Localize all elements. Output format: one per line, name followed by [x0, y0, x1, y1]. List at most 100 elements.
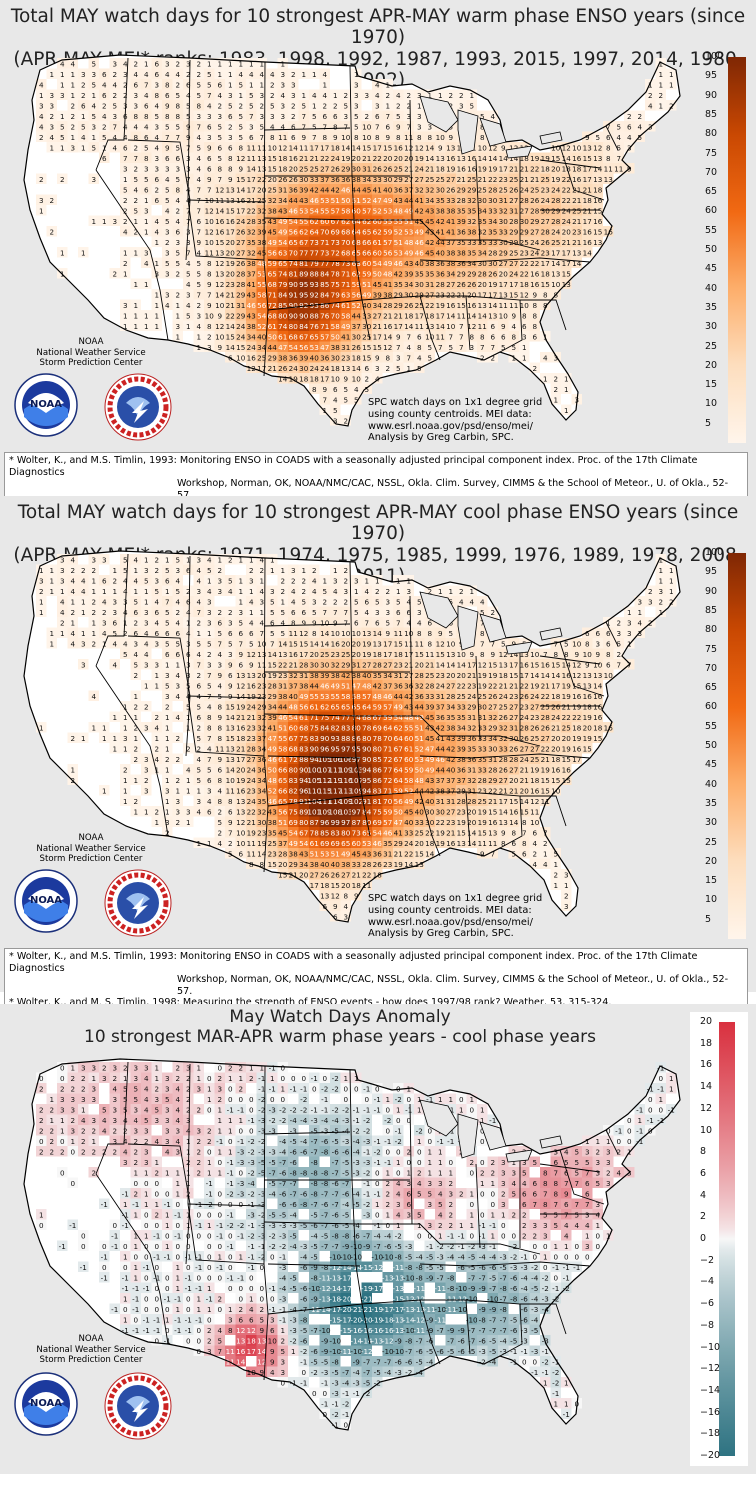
grid-value: 4 — [196, 322, 201, 331]
grid-cell — [246, 352, 257, 363]
grid-value: 8 — [312, 385, 317, 394]
grid-value: 49 — [394, 702, 404, 711]
grid-value: 11 — [499, 301, 508, 310]
grid-cell — [36, 596, 47, 607]
grid-cell — [141, 163, 152, 174]
grid-cell — [141, 194, 152, 205]
grid-cell — [99, 142, 110, 153]
grid-cell — [225, 89, 236, 100]
grid-value: 17 — [236, 206, 245, 215]
grid-value: 6 — [228, 629, 233, 638]
grid-value: 42 — [425, 786, 434, 795]
grid-value: 1 — [606, 618, 611, 627]
grid-cell — [540, 152, 551, 163]
grid-value: 1 — [154, 311, 159, 320]
grid-value: 3 — [658, 587, 663, 596]
grid-cell — [666, 100, 677, 111]
grid-cell — [435, 215, 446, 226]
grid-value: 4 — [175, 618, 180, 627]
grid-value: 33 — [362, 311, 371, 320]
grid-cell — [277, 617, 288, 628]
grid-value: 1 — [669, 566, 674, 575]
grid-cell — [298, 659, 309, 670]
grid-value: 10 — [593, 660, 603, 669]
grid-value: 9 — [228, 175, 233, 184]
grid-value: 1 — [165, 660, 170, 669]
grid-value: 26 — [551, 702, 561, 711]
grid-value: 49 — [415, 713, 425, 722]
grid-value: 51 — [394, 238, 403, 247]
grid-value: 38 — [289, 849, 299, 858]
grid-value: 8 — [606, 650, 611, 659]
grid-cell — [645, 585, 656, 596]
grid-cell — [382, 215, 393, 226]
grid-value: 28 — [478, 776, 488, 785]
grid-value: 4 — [375, 91, 380, 100]
grid-value: 20 — [446, 671, 456, 680]
grid-value: 32 — [268, 196, 277, 205]
grid-value: 10 — [551, 143, 561, 152]
grid-value: 3 — [60, 555, 65, 564]
grid-value: 3 — [112, 217, 117, 226]
grid-cell — [613, 648, 624, 659]
grid-cell — [298, 299, 309, 310]
grid-value: 1 — [564, 406, 569, 415]
grid-cell — [309, 68, 320, 79]
grid-value: 12 — [383, 343, 392, 352]
grid-value: 5 — [228, 101, 233, 110]
grid-value: 2 — [175, 290, 180, 299]
grid-cell — [351, 226, 362, 237]
grid-value: 2 — [333, 597, 338, 606]
grid-cell — [162, 606, 173, 617]
grid-cell — [340, 331, 351, 342]
grid-cell — [214, 617, 225, 628]
grid-cell — [183, 617, 194, 628]
grid-value: 3 — [207, 133, 212, 142]
grid-cell — [351, 596, 362, 607]
grid-value: 4 — [354, 385, 359, 394]
grid-value: 63 — [278, 248, 287, 257]
grid-cell — [183, 310, 194, 321]
grid-value: 26 — [499, 765, 509, 774]
grid-cell — [162, 236, 173, 247]
grid-cell — [414, 205, 425, 216]
grid-cell — [288, 247, 299, 258]
grid-value: 18 — [352, 353, 362, 362]
grid-cell — [130, 554, 141, 565]
grid-value: 12 — [562, 143, 571, 152]
grid-value: 4 — [39, 122, 44, 131]
grid-value: 14 — [436, 660, 446, 669]
grid-value: 27 — [383, 660, 392, 669]
grid-cell — [498, 648, 509, 659]
grid-value: 19 — [551, 175, 561, 184]
grid-value: 7 — [480, 618, 485, 627]
grid-cell — [340, 648, 351, 659]
grid-cell — [351, 289, 362, 300]
grid-value: 8 — [480, 122, 485, 131]
grid-value: 1 — [196, 786, 201, 795]
grid-value: 2 — [186, 70, 191, 79]
grid-cell — [382, 638, 393, 649]
grid-cell — [466, 194, 477, 205]
grid-cell — [162, 268, 173, 279]
grid-value: 6 — [291, 133, 296, 142]
grid-cell — [361, 268, 372, 279]
grid-cell — [225, 617, 236, 628]
grid-cell — [456, 278, 467, 289]
grid-cell — [141, 648, 152, 659]
grid-cell — [550, 236, 561, 247]
grid-value: 65 — [341, 839, 350, 848]
grid-value: 34 — [362, 175, 372, 184]
grid-cell — [141, 215, 152, 226]
grid-value: 5 — [144, 175, 149, 184]
grid-value: 23 — [499, 175, 508, 184]
grid-cell — [309, 638, 320, 649]
grid-cell — [403, 257, 414, 268]
grid-value: 4 — [81, 576, 86, 585]
grid-value: 1 — [438, 91, 443, 100]
grid-value: 2 — [91, 608, 96, 617]
colorbar-tick-label: 80 — [705, 128, 718, 140]
grid-value: 7 — [270, 639, 275, 648]
grid-value: 3 — [417, 608, 422, 617]
grid-value: 70 — [331, 311, 341, 320]
